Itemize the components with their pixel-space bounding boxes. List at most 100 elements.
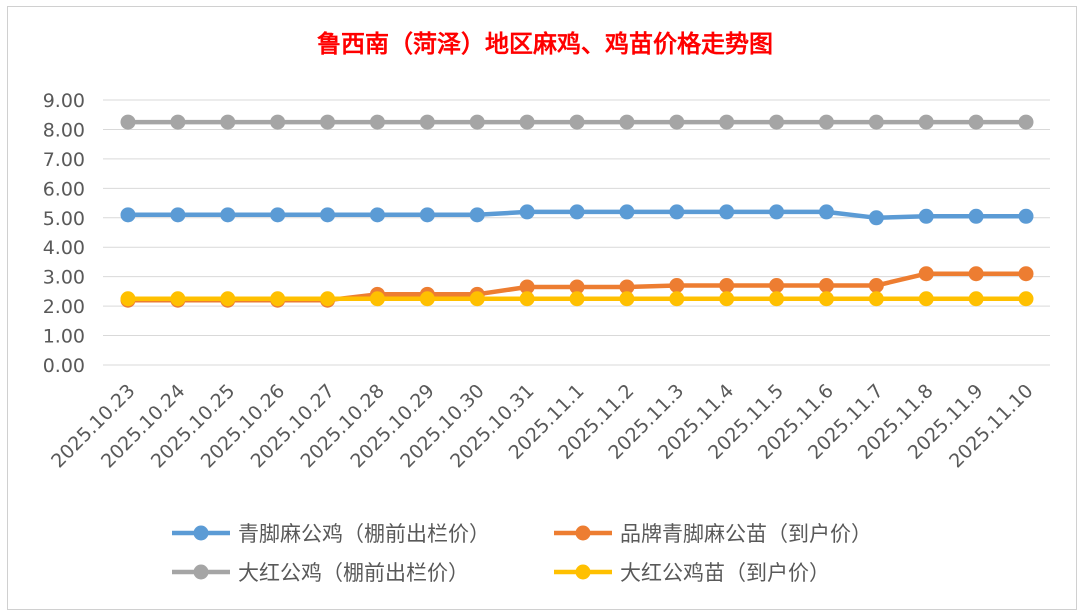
data-point	[868, 278, 884, 293]
data-point	[170, 207, 186, 223]
data-point	[469, 291, 485, 307]
chart-frame	[7, 6, 1077, 610]
data-point	[369, 114, 385, 130]
data-point	[868, 114, 884, 130]
legend-label: 大红公鸡苗（到户价）	[620, 561, 830, 585]
data-point	[519, 204, 535, 220]
y-tick-label: 6.00	[43, 178, 85, 200]
series-4	[120, 291, 1034, 307]
data-point	[1018, 114, 1034, 130]
data-point	[170, 291, 186, 307]
data-point	[220, 291, 236, 307]
data-point	[719, 291, 735, 307]
legend-marker	[575, 525, 591, 541]
y-tick-label: 3.00	[43, 267, 85, 289]
data-point	[120, 207, 136, 223]
y-axis-ticks: 0.00 1.00 2.00 3.00 4.00 5.00 6.00 7.00 8.00 9.00	[43, 90, 85, 377]
y-tick-label: 5.00	[43, 208, 85, 230]
data-point	[270, 207, 286, 223]
data-point	[968, 114, 984, 130]
data-point	[569, 114, 585, 130]
data-point	[818, 204, 834, 220]
chart-title: 鲁西南（菏泽）地区麻鸡、鸡苗价格走势图	[317, 29, 773, 58]
data-point	[419, 291, 435, 307]
data-point	[569, 291, 585, 307]
data-point	[918, 208, 934, 224]
legend-item: 大红公鸡苗（到户价）	[554, 561, 830, 585]
data-point	[519, 279, 535, 295]
data-point	[968, 266, 984, 282]
data-point	[669, 114, 685, 130]
data-point	[519, 291, 535, 307]
legend-marker	[193, 564, 209, 580]
data-point	[719, 204, 735, 220]
data-point	[619, 114, 635, 130]
data-point	[669, 278, 685, 293]
data-point	[918, 114, 934, 130]
y-tick-label: 7.00	[43, 149, 85, 171]
data-point	[918, 291, 934, 307]
data-point	[818, 291, 834, 307]
legend-marker	[575, 564, 591, 580]
data-point	[669, 291, 685, 307]
data-point	[569, 279, 585, 295]
data-point	[968, 291, 984, 307]
gridlines	[103, 99, 1050, 366]
data-point	[918, 266, 934, 282]
data-point	[719, 278, 735, 293]
x-axis-ticks: 2025.10.232025.10.242025.10.252025.10.26…	[47, 380, 1037, 472]
data-point	[619, 279, 635, 295]
data-point	[170, 114, 186, 130]
data-point	[1018, 208, 1034, 224]
data-point	[818, 278, 834, 293]
data-point	[1018, 266, 1034, 282]
legend-marker	[193, 525, 209, 541]
y-tick-label: 4.00	[43, 237, 85, 259]
data-point	[619, 291, 635, 307]
data-point	[469, 114, 485, 130]
data-point	[320, 114, 336, 130]
data-point	[619, 204, 635, 220]
data-point	[419, 207, 435, 223]
data-point	[270, 114, 286, 130]
data-point	[669, 204, 685, 220]
data-point	[120, 291, 136, 307]
data-point	[719, 114, 735, 130]
legend-label: 品牌青脚麻公苗（到户价）	[620, 522, 872, 546]
data-point	[868, 210, 884, 226]
data-point	[769, 114, 785, 130]
data-point	[369, 207, 385, 223]
data-point	[220, 114, 236, 130]
data-point	[1018, 291, 1034, 307]
legend-item: 大红公鸡（棚前出栏价）	[172, 561, 469, 585]
y-tick-label: 8.00	[43, 119, 85, 141]
data-point	[320, 207, 336, 223]
data-point	[270, 291, 286, 307]
data-point	[968, 208, 984, 224]
legend-item: 品牌青脚麻公苗（到户价）	[554, 522, 872, 546]
legend-label: 青脚麻公鸡（棚前出栏价）	[238, 522, 490, 546]
series-lines	[120, 114, 1034, 308]
data-point	[818, 114, 834, 130]
y-tick-label: 9.00	[43, 90, 85, 112]
y-tick-label: 1.00	[43, 326, 85, 348]
data-point	[120, 114, 136, 130]
legend: 青脚麻公鸡（棚前出栏价） 品牌青脚麻公苗（到户价） 大红公鸡（棚前出栏价） 大红公鸡苗…	[172, 522, 872, 585]
data-point	[519, 114, 535, 130]
data-point	[320, 291, 336, 307]
data-point	[769, 291, 785, 307]
series-1	[120, 204, 1034, 226]
data-point	[469, 207, 485, 223]
data-point	[369, 291, 385, 307]
legend-item: 青脚麻公鸡（棚前出栏价）	[172, 522, 490, 546]
data-point	[769, 278, 785, 293]
legend-label: 大红公鸡（棚前出栏价）	[238, 561, 469, 585]
data-point	[769, 204, 785, 220]
series-3	[120, 114, 1034, 130]
y-tick-label: 0.00	[43, 355, 85, 377]
y-tick-label: 2.00	[43, 296, 85, 318]
data-point	[569, 204, 585, 220]
data-point	[220, 207, 236, 223]
data-point	[419, 114, 435, 130]
data-point	[868, 291, 884, 307]
